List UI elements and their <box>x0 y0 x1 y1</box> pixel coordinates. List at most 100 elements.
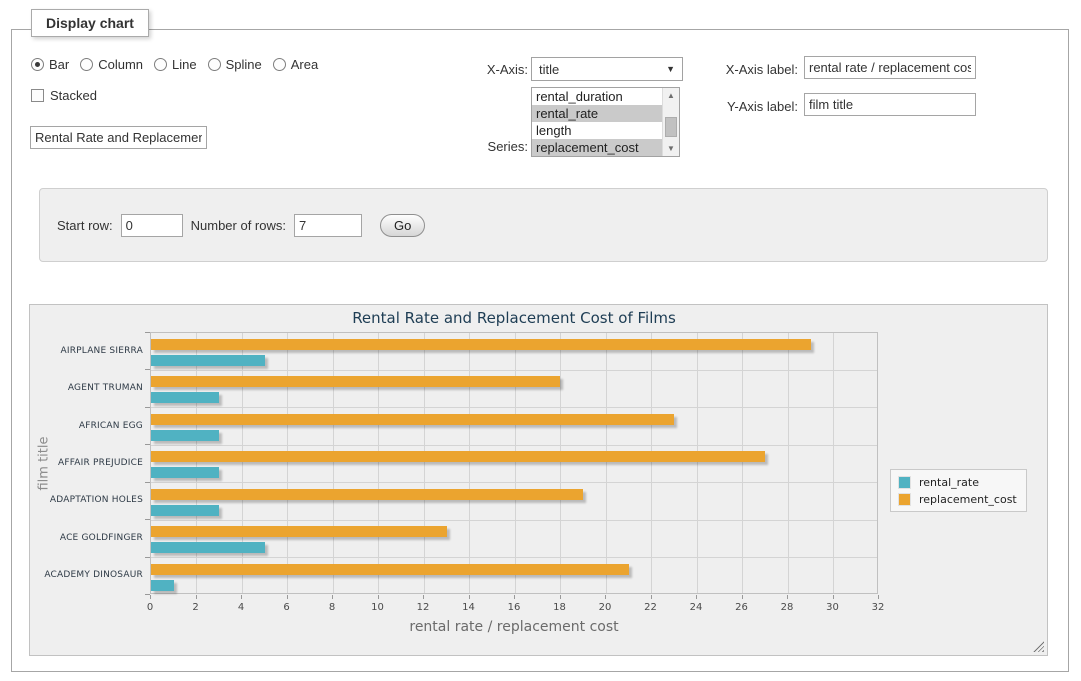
bar-rental_rate[interactable] <box>151 579 174 591</box>
chart-type-radio-bar[interactable]: Bar <box>31 57 69 72</box>
chart-plot-area <box>150 332 878 594</box>
y-tick-mark <box>145 444 150 446</box>
gridline-horizontal <box>151 444 877 446</box>
y-tick-mark <box>145 519 150 521</box>
gridline-vertical <box>332 333 334 593</box>
x-tick-mark <box>423 595 424 599</box>
start-row-input[interactable] <box>120 213 183 237</box>
x-tick-mark <box>377 595 379 599</box>
gridline-vertical <box>241 333 243 593</box>
y-axis-label-label: Y-Axis label: <box>726 99 798 114</box>
bar-replacement_cost[interactable] <box>151 451 766 463</box>
bar-rental_rate[interactable] <box>151 392 220 404</box>
chart-title-input[interactable] <box>30 126 207 149</box>
x-axis-select[interactable]: title ▼ <box>531 57 683 81</box>
row-range-panel: Start row: Number of rows: Go <box>39 188 1048 262</box>
x-tick-label: 4 <box>237 602 245 613</box>
x-tick-label: 2 <box>192 602 199 613</box>
gridline-vertical <box>605 333 607 593</box>
y-tick-mark <box>145 481 150 483</box>
resize-grip-icon[interactable] <box>1033 641 1044 652</box>
gridline-vertical <box>196 333 197 593</box>
chart-type-radio-line[interactable]: Line <box>154 57 197 72</box>
category-label: AGENT TRUMAN <box>67 383 143 394</box>
radio-label: Line <box>172 57 197 72</box>
y-axis-label-input[interactable] <box>804 93 976 116</box>
gridline-vertical <box>651 333 652 593</box>
scrollbar-thumb[interactable] <box>665 117 677 137</box>
x-tick-mark <box>150 595 151 599</box>
series-listbox[interactable]: rental_duration rental_rate length replacem… <box>531 87 680 157</box>
series-option-length[interactable]: length <box>536 123 572 138</box>
series-option-replacement_cost[interactable]: replacement_cost <box>532 139 662 156</box>
radio-icon[interactable] <box>31 58 44 71</box>
bar-rental_rate[interactable] <box>151 542 265 554</box>
chart-x-axis-title: rental rate / replacement cost <box>409 619 619 635</box>
x-axis-select-label: X-Axis: <box>486 62 528 77</box>
chart-type-radio-spline[interactable]: Spline <box>207 57 262 72</box>
x-tick-mark <box>832 595 834 599</box>
bar-rental_rate[interactable] <box>151 467 220 479</box>
series-options: rental_duration rental_rate length replacem… <box>532 88 662 156</box>
start-row-label: Start row: <box>57 217 113 233</box>
x-tick-label: 28 <box>780 602 794 613</box>
x-tick-label: 10 <box>371 602 384 613</box>
y-tick-mark <box>145 406 150 408</box>
bar-rental_rate[interactable] <box>151 355 265 366</box>
radio-icon[interactable] <box>207 58 221 71</box>
y-tick-mark <box>145 594 150 595</box>
chart-legend: rental_rate replacement_cost <box>890 469 1027 512</box>
num-rows-label: Number of rows: <box>190 217 286 233</box>
bar-rental_rate[interactable] <box>151 429 220 441</box>
x-tick-label: 8 <box>328 602 336 613</box>
x-tick-label: 26 <box>735 602 748 613</box>
x-tick-label: 24 <box>689 602 703 613</box>
radio-label: Spline <box>225 57 262 72</box>
legend-item-rental_rate[interactable]: rental_rate <box>898 476 1017 489</box>
x-axis-label-input[interactable] <box>804 56 976 79</box>
bar-rental_rate[interactable] <box>151 504 220 516</box>
chart-type-radio-column[interactable]: Column <box>80 57 143 72</box>
legend-label: rental_rate <box>919 476 979 489</box>
gridline-vertical <box>378 333 379 593</box>
gridline-horizontal <box>151 369 877 371</box>
radio-icon[interactable] <box>154 58 168 71</box>
gridline-vertical <box>742 333 743 593</box>
select-dropdown-arrow-icon: ▼ <box>666 64 675 74</box>
x-tick-mark <box>787 595 788 599</box>
stacked-checkbox[interactable] <box>31 89 44 102</box>
scroll-up-icon[interactable]: ▲ <box>663 88 679 103</box>
gridline-vertical <box>696 333 698 593</box>
x-tick-label: 16 <box>507 602 521 613</box>
radio-icon[interactable] <box>272 58 286 71</box>
bar-replacement_cost[interactable] <box>151 526 447 538</box>
y-tick-mark <box>145 556 150 558</box>
series-option-rental_duration[interactable]: rental_duration <box>536 89 623 104</box>
chart-panel: Rental Rate and Replacement Cost of Film… <box>29 304 1048 656</box>
gridline-vertical <box>423 333 425 593</box>
x-tick-label: 20 <box>598 602 612 613</box>
x-tick-mark <box>741 595 743 599</box>
bar-replacement_cost[interactable] <box>151 413 675 425</box>
chart-type-radio-area[interactable]: Area <box>272 57 318 72</box>
radio-icon[interactable] <box>80 58 94 71</box>
bar-replacement_cost[interactable] <box>151 376 561 388</box>
num-rows-input[interactable] <box>294 213 362 237</box>
scroll-down-icon[interactable]: ▼ <box>663 141 679 156</box>
x-axis-selected-value: title <box>539 61 560 77</box>
bar-replacement_cost[interactable] <box>151 563 629 575</box>
x-tick-label: 18 <box>553 602 566 613</box>
gridline-vertical <box>287 333 288 593</box>
x-tick-label: 30 <box>826 602 839 613</box>
listbox-scrollbar[interactable]: ▲ ▼ <box>662 88 679 156</box>
series-option-rental_rate[interactable]: rental_rate <box>532 105 662 122</box>
x-tick-mark <box>332 595 333 599</box>
gridline-vertical <box>469 333 470 593</box>
stacked-checkbox-row[interactable]: Stacked <box>31 88 97 103</box>
radio-label: Bar <box>49 57 70 72</box>
bar-replacement_cost[interactable] <box>151 488 584 500</box>
bar-replacement_cost[interactable] <box>151 339 811 350</box>
gridline-horizontal <box>151 519 877 521</box>
go-button[interactable]: Go <box>380 213 426 237</box>
legend-item-replacement_cost[interactable]: replacement_cost <box>898 493 1017 506</box>
